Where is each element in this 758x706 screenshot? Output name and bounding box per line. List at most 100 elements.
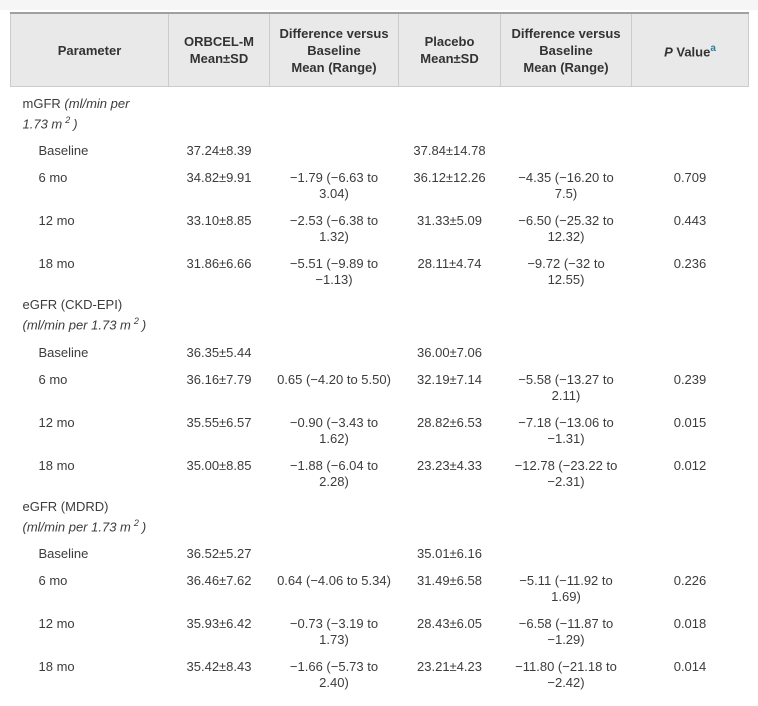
section-unit-end: ) <box>141 518 147 534</box>
col-header-placebo-difference-line3: Mean (Range) <box>523 59 609 75</box>
col-header-placebo: Placebo Mean±SD <box>398 13 501 87</box>
data-row: 18 mo 35.42±8.43 −1.66 (−5.73 to 2.40) 2… <box>11 648 749 706</box>
cell-placebo-diff: −6.50 (−25.32 to 12.32) <box>518 213 614 245</box>
cell-orbcel-diff: −0.73 (−3.19 to 1.73) <box>289 615 379 647</box>
cell-placebo-mean: 23.21±4.23 <box>417 658 482 674</box>
gfr-outcomes-table: Parameter ORBCEL-M Mean±SD Difference ve… <box>10 12 749 706</box>
cell-placebo-diff: −6.58 (−11.87 to −1.29) <box>518 615 614 647</box>
col-header-placebo-line2: Mean±SD <box>420 51 479 66</box>
cell-orbcel-mean: 33.10±8.85 <box>186 213 252 229</box>
data-row: 12 mo 33.10±8.85 −2.53 (−6.38 to 1.32) 3… <box>11 202 749 245</box>
col-header-orbcel-difference-line2: Baseline <box>307 42 361 58</box>
col-header-orbcel-difference-line1: Difference versus <box>279 25 389 41</box>
cell-p-value: 0.239 <box>673 371 707 387</box>
col-header-placebo-difference: Difference versus Baseline Mean (Range) <box>500 13 632 87</box>
section-name: mGFR <box>22 96 61 111</box>
section-row-mgfr: mGFR (ml/min per 1.73 m 2) <box>11 87 749 133</box>
col-header-pvalue-rest: Value <box>672 44 711 60</box>
row-label: Baseline <box>38 545 89 561</box>
col-header-pvalue-p: P <box>664 44 673 60</box>
section-unit-sup: 2 <box>65 115 71 125</box>
cell-placebo-mean: 37.84±14.78 <box>413 143 486 159</box>
cell-placebo-diff <box>501 535 632 562</box>
row-label: 6 mo <box>38 371 68 387</box>
data-row: Baseline 36.52±5.27 35.01±6.16 <box>11 535 749 562</box>
cell-orbcel-diff: −1.66 (−5.73 to 2.40) <box>289 658 379 690</box>
cell-orbcel-diff: 0.64 (−4.06 to 5.34) <box>277 572 391 588</box>
row-label: 18 mo <box>38 658 75 674</box>
data-row: Baseline 37.24±8.39 37.84±14.78 <box>11 132 749 159</box>
data-row: 6 mo 36.16±7.79 0.65 (−4.20 to 5.50) 32.… <box>11 361 749 404</box>
col-header-placebo-difference-line2: Baseline <box>539 42 593 58</box>
section-name: eGFR (MDRD) <box>22 498 109 514</box>
cell-placebo-diff: −9.72 (−32 to 12.55) <box>527 256 605 288</box>
section-unit: (ml/min per 1.73 m <box>22 317 131 333</box>
row-label: 18 mo <box>38 457 75 473</box>
col-header-orbcel: ORBCEL-M Mean±SD <box>168 13 270 87</box>
cell-orbcel-mean: 31.86±6.66 <box>186 256 252 272</box>
cell-placebo-diff: −5.11 (−11.92 to 1.69) <box>519 572 613 604</box>
data-row: 12 mo 35.93±6.42 −0.73 (−3.19 to 1.73) 2… <box>11 605 749 648</box>
cell-orbcel-diff <box>270 535 399 562</box>
cell-placebo-mean: 32.19±7.14 <box>417 371 482 387</box>
cell-placebo-diff: −12.78 (−23.22 to −2.31) <box>514 457 618 489</box>
cell-placebo-diff: −5.58 (−13.27 to 2.11) <box>518 371 614 403</box>
section-unit-end: ) <box>73 116 78 132</box>
cell-orbcel-mean: 35.55±6.57 <box>186 414 252 430</box>
data-row: 18 mo 35.00±8.85 −1.88 (−6.04 to 2.28) 2… <box>11 447 749 490</box>
cell-p-value: 0.236 <box>673 256 707 272</box>
data-row: Baseline 36.35±5.44 36.00±7.06 <box>11 334 749 361</box>
cell-orbcel-mean: 35.42±8.43 <box>186 658 252 674</box>
row-label: 12 mo <box>38 414 75 430</box>
cell-placebo-diff: −11.80 (−21.18 to −2.42) <box>515 658 617 690</box>
col-header-pvalue: P Valuea <box>631 13 749 87</box>
top-band <box>0 0 758 10</box>
row-label: Baseline <box>38 344 89 360</box>
cell-orbcel-diff: −2.53 (−6.38 to 1.32) <box>289 213 379 245</box>
pvalue-footnote-marker: a <box>710 42 716 54</box>
section-row-egfr-ckd-epi: eGFR (CKD-EPI) (ml/min per 1.73 m 2) <box>11 288 749 333</box>
cell-placebo-mean: 31.49±6.58 <box>417 572 482 588</box>
section-header: eGFR (MDRD) (ml/min per 1.73 m 2) <box>11 490 169 535</box>
cell-p-value: 0.015 <box>673 414 707 430</box>
cell-orbcel-diff: −1.88 (−6.04 to 2.28) <box>289 457 379 489</box>
cell-placebo-mean: 28.82±6.53 <box>417 414 482 430</box>
data-row: 12 mo 35.55±6.57 −0.90 (−3.43 to 1.62) 2… <box>11 404 749 447</box>
section-name: eGFR (CKD-EPI) <box>22 297 123 313</box>
cell-orbcel-mean: 34.82±9.91 <box>186 170 252 186</box>
row-label: 6 mo <box>38 572 68 588</box>
cell-placebo-diff: −7.18 (−13.06 to −1.31) <box>518 414 614 446</box>
col-header-placebo-difference-line1: Difference versus <box>511 25 621 41</box>
header-row: Parameter ORBCEL-M Mean±SD Difference ve… <box>10 13 749 87</box>
cell-orbcel-mean: 36.46±7.62 <box>186 572 252 588</box>
cell-p-value <box>632 334 749 361</box>
cell-placebo-mean: 31.33±5.09 <box>417 213 482 229</box>
col-header-parameter: Parameter <box>10 13 169 87</box>
cell-placebo-mean: 28.43±6.05 <box>417 615 482 631</box>
section-header: eGFR (CKD-EPI) (ml/min per 1.73 m 2) <box>11 288 169 333</box>
row-label: 18 mo <box>38 256 75 272</box>
cell-orbcel-mean: 37.24±8.39 <box>186 143 252 159</box>
row-label: 12 mo <box>38 615 75 631</box>
col-header-orbcel-line2: Mean±SD <box>189 51 249 66</box>
cell-orbcel-mean: 35.00±8.85 <box>186 457 252 473</box>
cell-p-value: 0.709 <box>673 170 707 186</box>
cell-orbcel-mean: 36.52±5.27 <box>186 545 252 561</box>
data-row: 18 mo 31.86±6.66 −5.51 (−9.89 to −1.13) … <box>11 245 749 288</box>
row-label: Baseline <box>38 143 89 159</box>
cell-placebo-mean: 36.12±12.26 <box>413 170 486 186</box>
cell-placebo-mean: 36.00±7.06 <box>417 344 482 360</box>
cell-orbcel-diff: −5.51 (−9.89 to −1.13) <box>289 256 379 288</box>
section-unit-sup: 2 <box>133 316 139 327</box>
data-row: 6 mo 36.46±7.62 0.64 (−4.06 to 5.34) 31.… <box>11 562 749 605</box>
cell-orbcel-diff <box>270 132 399 159</box>
cell-p-value <box>632 132 749 159</box>
section-unit-sup: 2 <box>133 517 139 528</box>
section-unit: (ml/min per 1.73 m <box>22 96 130 132</box>
section-row-egfr-mdrd: eGFR (MDRD) (ml/min per 1.73 m 2) <box>11 490 749 535</box>
cell-p-value: 0.443 <box>673 213 707 229</box>
col-header-orbcel-line1: ORBCEL-M <box>183 34 255 49</box>
section-unit-end: ) <box>141 317 147 333</box>
section-header: mGFR (ml/min per 1.73 m 2) <box>11 87 169 133</box>
